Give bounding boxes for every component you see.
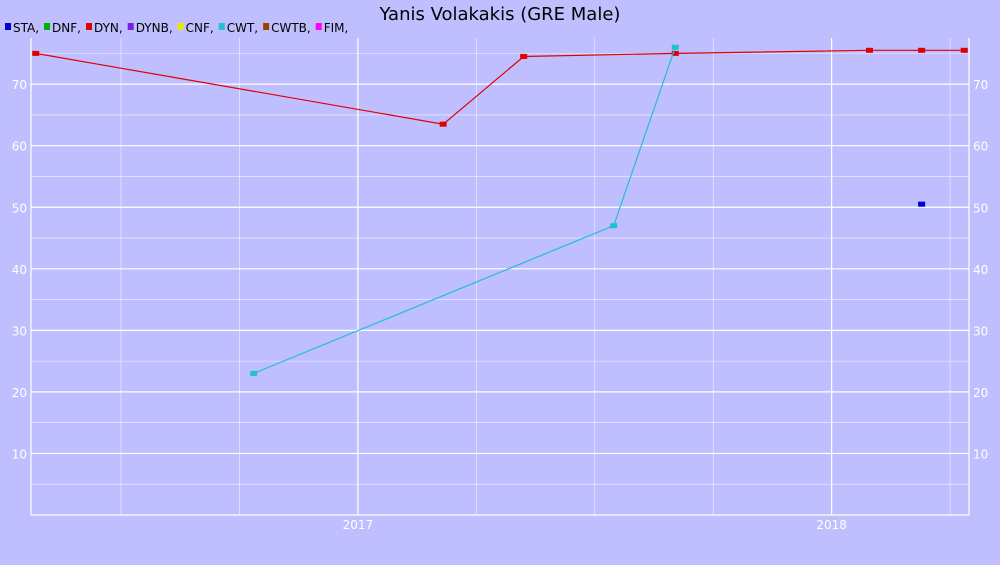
chart-title: Yanis Volakakis (GRE Male) [379, 4, 621, 25]
data-point-cwt [610, 223, 618, 229]
data-point-dyn [671, 50, 679, 56]
legend-swatch-1 [44, 23, 51, 30]
x-tick-label: 2018 [816, 518, 847, 532]
y-tick-label-left: 10 [12, 447, 27, 461]
legend-label-4: CNF, [186, 21, 214, 35]
y-tick-label-right: 50 [973, 201, 988, 215]
legend-swatch-7 [315, 23, 322, 30]
legend-swatch-6 [263, 23, 270, 30]
series-cwt [250, 44, 679, 376]
legend-label-7: FIM, [324, 21, 349, 35]
legend-swatch-0 [5, 23, 11, 30]
y-tick-label-left: 30 [12, 324, 27, 338]
data-point-cwt [671, 44, 679, 50]
legend: STA, DNF, DYN, DYNB, CNF, CWT, CWTB, FIM, [5, 21, 348, 35]
axes: 10 10 20 20 30 30 40 40 50 50 60 60 70 70 2017 2018 [12, 38, 988, 532]
data-point-dyn [866, 47, 874, 53]
series-dyn [32, 47, 968, 127]
legend-swatch-5 [218, 23, 225, 30]
plot-area [31, 38, 969, 515]
legend-swatch-2 [85, 23, 92, 30]
data-point-dyn [32, 50, 40, 56]
data-point-dyn [960, 47, 968, 53]
gridlines [31, 38, 969, 515]
data-point-dyn [439, 121, 447, 127]
y-tick-label-right: 20 [973, 386, 988, 400]
legend-label-6: CWTB, [271, 21, 311, 35]
y-tick-label-left: 70 [12, 78, 27, 92]
data-point-dyn [918, 47, 926, 53]
data-point-dyn [520, 53, 528, 59]
y-tick-label-right: 60 [973, 140, 988, 154]
y-tick-label-left: 40 [12, 263, 27, 277]
legend-label-1: DNF, [52, 21, 81, 35]
legend-label-3: DYNB, [136, 21, 173, 35]
legend-swatch-3 [127, 23, 134, 30]
x-tick-label: 2017 [343, 518, 374, 532]
series-layer [32, 44, 968, 376]
y-tick-label-left: 20 [12, 386, 27, 400]
y-tick-label-right: 40 [973, 263, 988, 277]
y-tick-label-right: 30 [973, 324, 988, 338]
legend-label-0: STA, [13, 21, 39, 35]
legend-label-5: CWT, [227, 21, 258, 35]
data-point-cwt [250, 370, 258, 376]
y-tick-label-left: 60 [12, 140, 27, 154]
y-tick-label-right: 70 [973, 78, 988, 92]
legend-label-2: DYN, [94, 21, 123, 35]
data-point-sta [918, 201, 926, 207]
y-tick-label-right: 10 [973, 447, 988, 461]
series-sta [918, 201, 926, 207]
y-tick-label-left: 50 [12, 201, 27, 215]
legend-swatch-4 [177, 23, 184, 30]
